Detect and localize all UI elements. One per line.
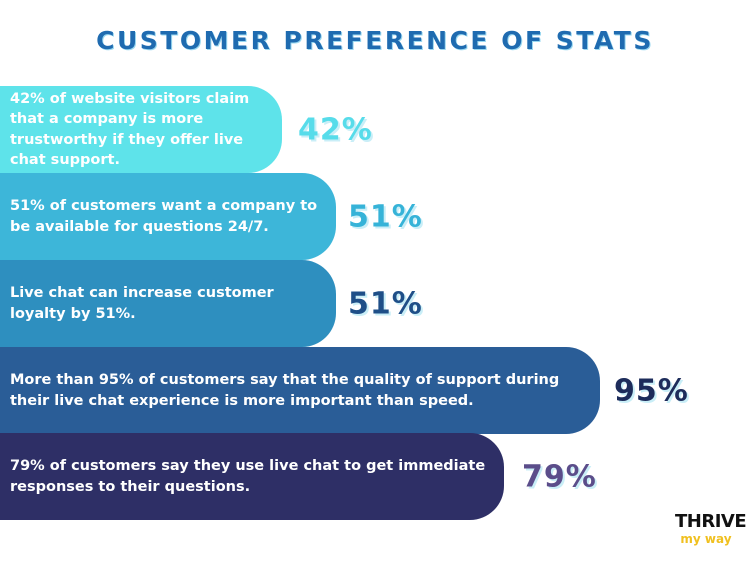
bar-4-value-label: 95% <box>614 373 689 408</box>
logo-line-1: THRIVE <box>675 511 747 532</box>
bar-3-value-label: 51% <box>348 286 423 321</box>
bar-1: 42% of website visitors claim that a com… <box>0 86 282 173</box>
bar-3: Live chat can increase customer loyalty … <box>0 260 336 347</box>
bar-2-value-label: 51% <box>348 199 423 234</box>
bar-4-text: More than 95% of customers say that the … <box>10 372 560 409</box>
thrive-my-way-logo: THRIVE my way <box>675 511 747 547</box>
bar-5: 79% of customers say they use live chat … <box>0 433 504 520</box>
bar-2-text: 51% of customers want a company to be av… <box>10 198 318 235</box>
bar-2: 51% of customers want a company to be av… <box>0 173 336 260</box>
bar-4: More than 95% of customers say that the … <box>0 347 600 434</box>
chart-title: CUSTOMER PREFERENCE OF STATS <box>96 26 654 55</box>
bar-1-value-label: 42% <box>298 112 373 147</box>
bar-1-text: 42% of website visitors claim that a com… <box>10 90 250 169</box>
bar-5-text: 79% of customers say they use live chat … <box>10 458 486 495</box>
bar-3-text: Live chat can increase customer loyalty … <box>10 285 274 322</box>
logo-line-2: my way <box>680 532 732 546</box>
bar-5-value-label: 79% <box>522 459 597 494</box>
